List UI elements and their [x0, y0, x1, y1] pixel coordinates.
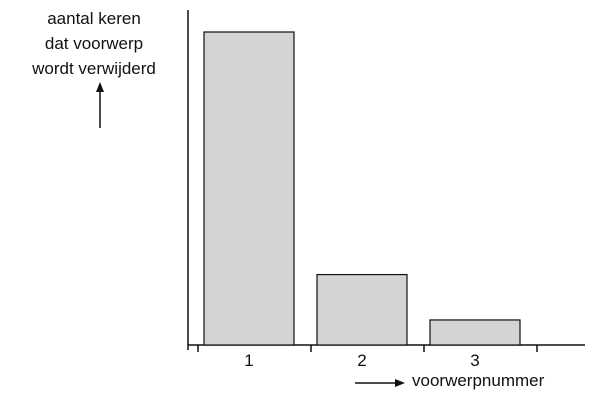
y-axis-label-line-2: dat voorwerp [44, 34, 144, 53]
x-axis-label: voorwerpnummer [412, 371, 545, 390]
x-tick-label-1: 1 [244, 351, 253, 370]
y-axis-label-line-3: wordt verwijderd [32, 59, 156, 78]
x-axis-arrow-head [395, 379, 405, 387]
bar-1 [203, 31, 295, 346]
y-axis-label-line-1: aantal keren [47, 9, 141, 28]
bar-3 [429, 319, 521, 346]
x-tick-label-2: 2 [357, 351, 366, 370]
x-tick-label-3: 3 [470, 351, 479, 370]
y-axis-arrow-head [96, 82, 104, 92]
bar-2 [316, 273, 408, 346]
